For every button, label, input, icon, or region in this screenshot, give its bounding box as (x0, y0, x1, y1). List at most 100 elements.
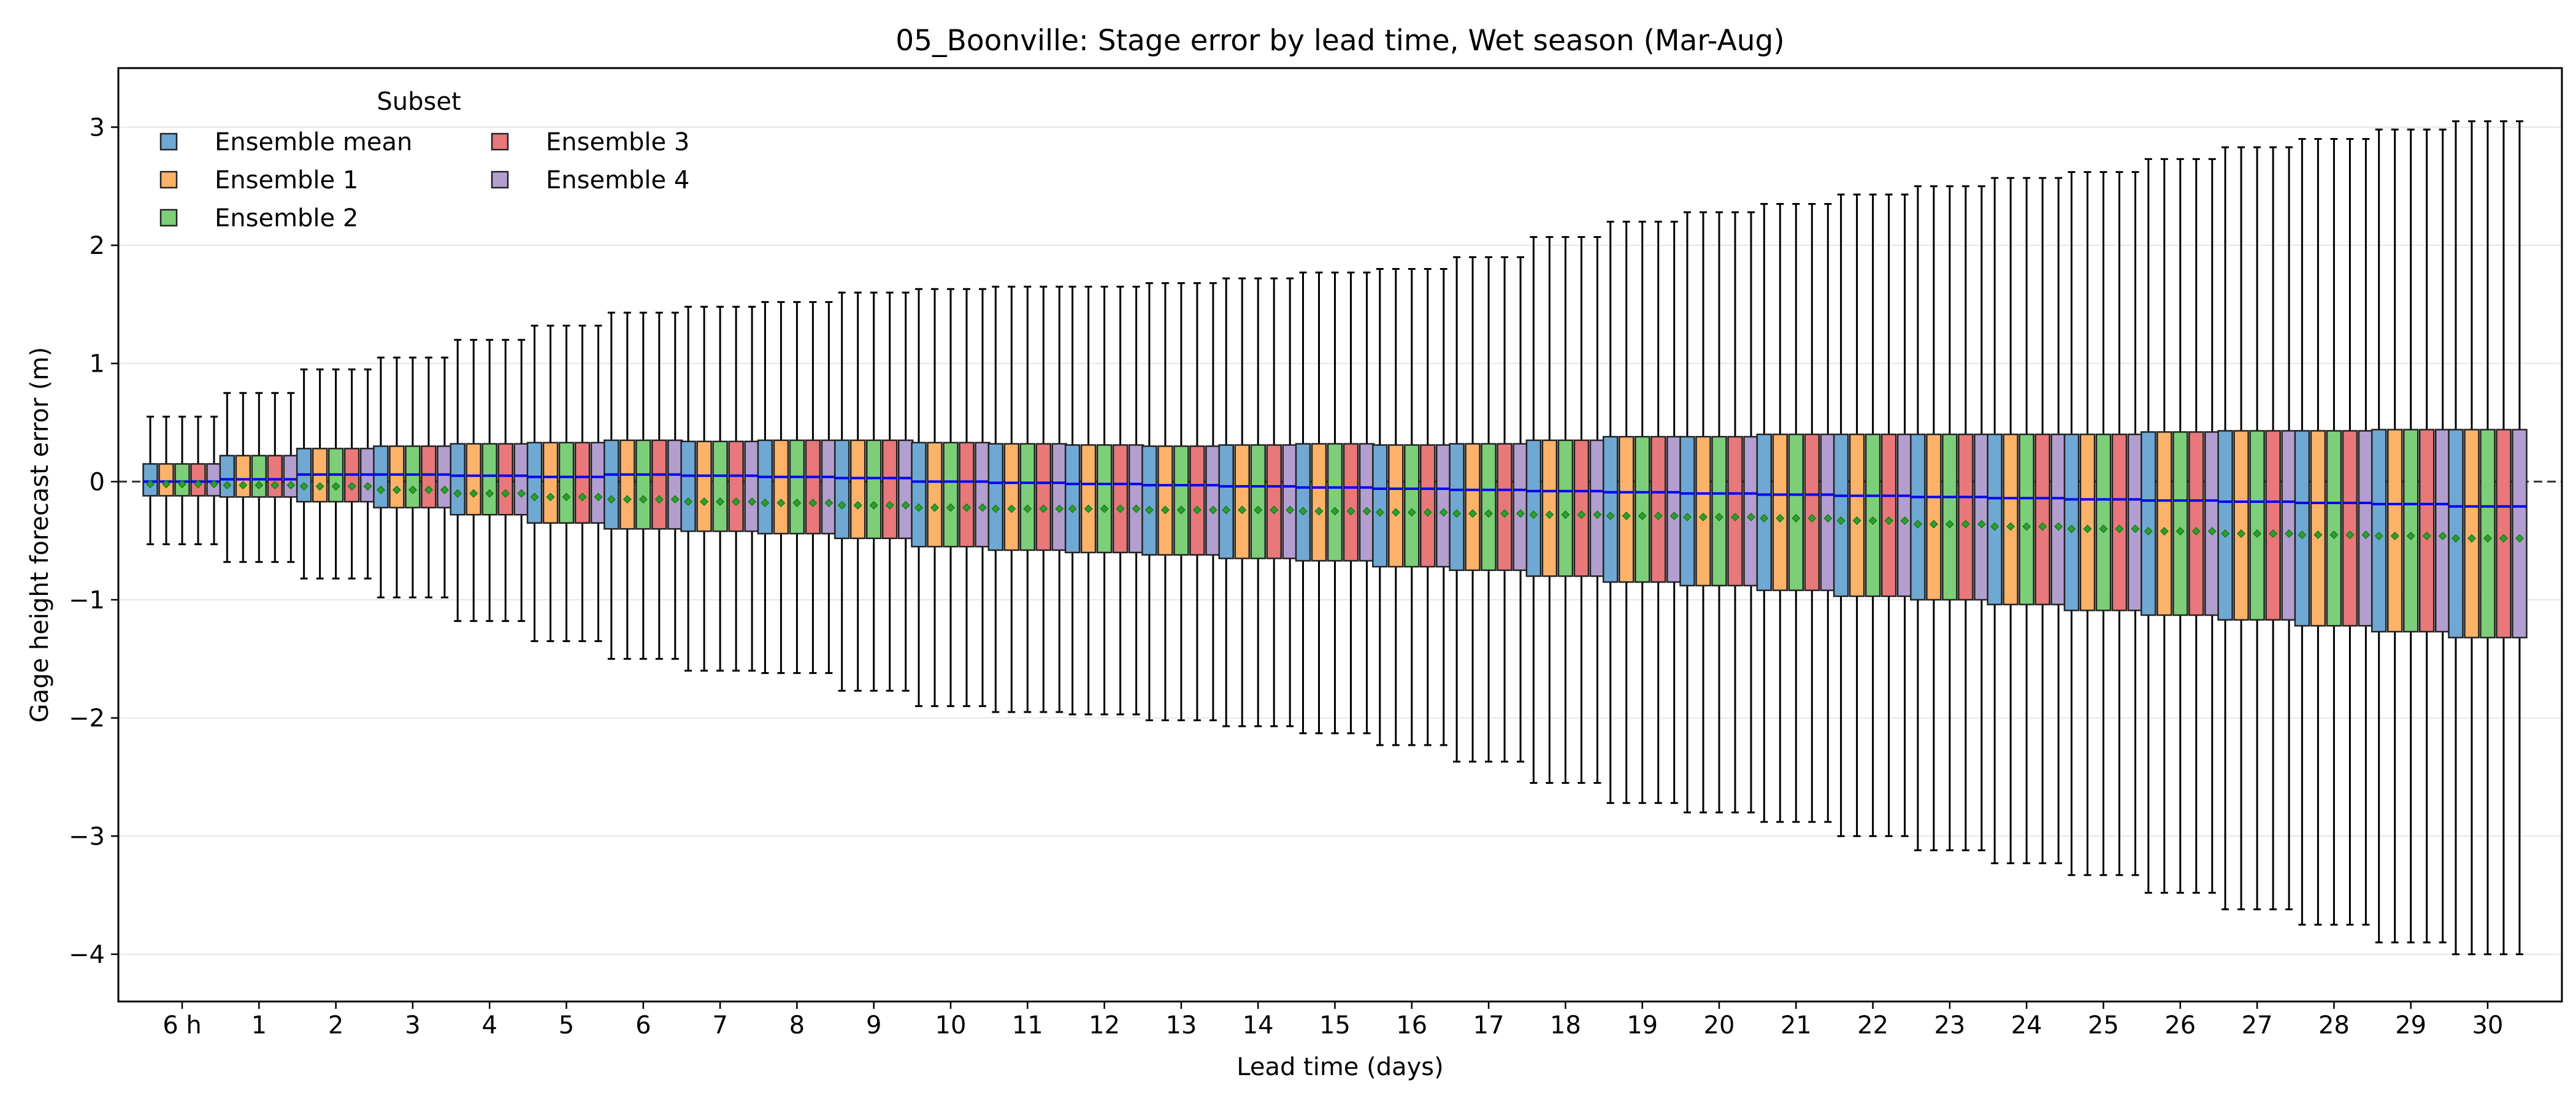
iqr-box (897, 439, 914, 540)
x-tick-label: 23 (1934, 1011, 1965, 1040)
mean-marker (1776, 513, 1785, 523)
x-tick-label: 12 (1089, 1011, 1120, 1040)
iqr-box (1711, 435, 1727, 587)
iqr-box (757, 439, 773, 535)
iqr-box (865, 439, 882, 540)
x-tick-label: 4 (481, 1011, 497, 1040)
lead-time-group (1218, 277, 1298, 727)
legend-label: Ensemble 1 (215, 166, 358, 194)
iqr-box (2371, 429, 2387, 633)
iqr-box (821, 439, 837, 535)
lead-time-group (1449, 256, 1528, 763)
iqr-box (651, 439, 667, 530)
iqr-box (2188, 431, 2204, 616)
mean-marker (2285, 529, 2294, 538)
mean-marker (2038, 522, 2047, 531)
iqr-box (2281, 430, 2297, 621)
mean-marker (1362, 507, 1371, 516)
mean-marker (331, 481, 340, 491)
iqr-box (1218, 444, 1234, 559)
mean-marker (255, 481, 264, 490)
mean-marker (1945, 519, 1954, 529)
mean-marker (270, 481, 280, 490)
x-tick-label: 28 (2318, 1011, 2350, 1040)
lead-time-group (1987, 177, 2066, 865)
mean-marker (145, 480, 155, 489)
mean-marker (1423, 508, 1432, 517)
mean-marker (1439, 508, 1448, 517)
iqr-box (542, 442, 559, 524)
mean-marker (1730, 513, 1740, 522)
lead-time-group (2371, 128, 2451, 944)
mean-marker (209, 480, 219, 489)
iqr-box (1896, 433, 1913, 597)
iqr-box (728, 440, 744, 532)
mean-marker (1900, 516, 1909, 525)
x-tick-label: 6 h (163, 1011, 202, 1040)
mean-marker (1222, 505, 1231, 515)
iqr-box (1404, 444, 1420, 568)
mean-marker (1298, 507, 1308, 516)
mean-marker (1238, 505, 1247, 515)
mean-marker (1836, 516, 1846, 525)
mean-marker (654, 495, 664, 504)
iqr-box (1926, 433, 1942, 601)
iqr-box (805, 439, 821, 535)
mean-marker (1823, 513, 1833, 523)
mean-marker (2207, 527, 2217, 536)
iqr-box (2358, 430, 2374, 627)
iqr-box (219, 454, 236, 498)
lead-time-group (1525, 236, 1606, 784)
iqr-box (1974, 433, 1990, 601)
lead-time-group (142, 415, 222, 545)
mean-marker (2451, 534, 2461, 543)
box-layer (142, 120, 2528, 956)
iqr-box (1112, 444, 1129, 554)
iqr-box (2095, 433, 2112, 611)
iqr-box (2079, 433, 2096, 611)
mean-marker (962, 503, 972, 512)
iqr-box (1051, 443, 1068, 551)
mean-marker (837, 500, 846, 510)
iqr-box (1096, 444, 1113, 554)
mean-marker (363, 481, 372, 491)
iqr-box (267, 454, 283, 498)
x-tick-label: 10 (935, 1011, 967, 1040)
mean-marker (1314, 507, 1324, 516)
mean-marker (424, 485, 433, 494)
iqr-box (2342, 430, 2358, 627)
iqr-box (481, 443, 497, 516)
iqr-box (1942, 433, 1958, 601)
iqr-box (2496, 429, 2512, 638)
y-tick-label: −4 (69, 941, 105, 969)
iqr-box (574, 442, 591, 524)
iqr-box (1727, 435, 1743, 587)
mean-marker (1852, 516, 1861, 525)
mean-marker (978, 503, 987, 512)
mean-marker (2221, 529, 2230, 538)
iqr-box (1189, 445, 1205, 556)
iqr-box (1695, 435, 1711, 587)
iqr-box (497, 443, 513, 516)
y-tick-label: −3 (69, 822, 105, 851)
x-tick-label: 19 (1627, 1011, 1658, 1040)
iqr-box (2141, 431, 2156, 616)
iqr-box (1756, 433, 1773, 591)
iqr-box (235, 454, 251, 498)
mean-marker (2006, 522, 2015, 531)
x-tick-label: 22 (1857, 1011, 1888, 1040)
iqr-box (1589, 439, 1606, 577)
mean-marker (1286, 505, 1295, 515)
iqr-box (1833, 433, 1849, 597)
mean-marker (1638, 511, 1647, 521)
y-axis-label: Gage height forecast error (m) (26, 347, 54, 723)
lead-time-group (1679, 211, 1759, 814)
mean-marker (594, 492, 603, 502)
mean-marker (1961, 519, 1970, 529)
mean-marker (2144, 527, 2153, 536)
mean-marker (453, 489, 462, 498)
mean-marker (1160, 505, 1170, 515)
mean-marker (2374, 531, 2383, 540)
iqr-box (1481, 443, 1497, 572)
iqr-box (2050, 433, 2066, 605)
